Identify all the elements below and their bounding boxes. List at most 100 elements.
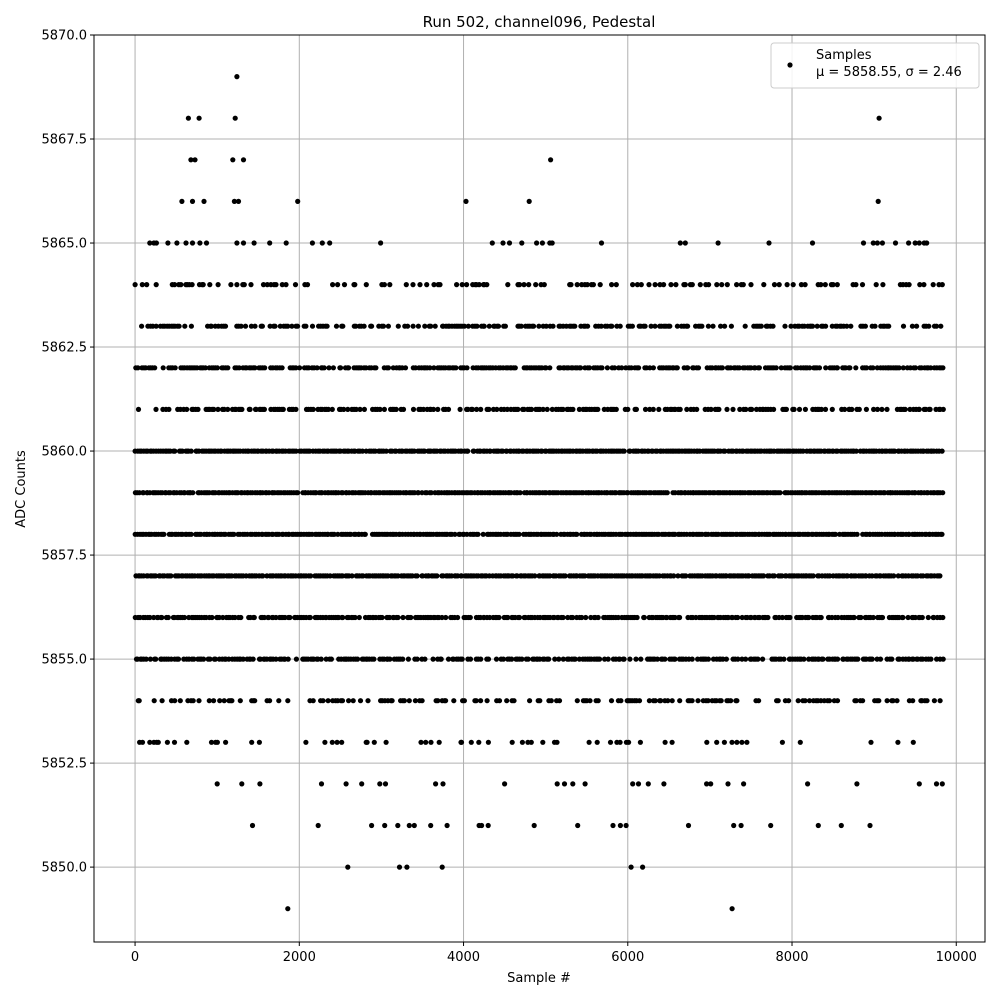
data-point — [928, 656, 934, 662]
data-point — [912, 240, 918, 246]
data-point — [496, 698, 503, 704]
data-point — [225, 406, 231, 412]
data-point — [743, 406, 749, 412]
data-point — [405, 323, 411, 329]
data-point — [333, 323, 340, 329]
data-point — [677, 240, 683, 246]
data-point — [575, 822, 581, 829]
data-point — [359, 781, 365, 787]
data-point — [623, 822, 629, 829]
data-point — [238, 614, 244, 621]
data-point — [550, 323, 556, 329]
data-point — [645, 781, 651, 787]
data-point — [377, 406, 383, 412]
data-point — [672, 614, 678, 621]
data-point — [159, 614, 165, 621]
data-point — [251, 240, 257, 246]
data-point — [231, 531, 237, 537]
data-point — [609, 323, 615, 329]
data-point — [652, 282, 658, 288]
data-point — [902, 406, 908, 412]
data-point — [532, 573, 538, 579]
data-point — [910, 698, 916, 704]
data-point — [307, 614, 313, 621]
data-point — [511, 698, 517, 704]
data-point — [430, 656, 436, 662]
data-point — [543, 365, 549, 371]
data-point — [860, 240, 867, 246]
data-point — [574, 531, 580, 537]
data-point — [570, 406, 576, 412]
data-point — [377, 781, 383, 787]
data-point — [654, 656, 661, 662]
data-point — [699, 323, 705, 329]
data-point — [650, 365, 657, 371]
data-point — [667, 323, 673, 329]
data-point — [229, 698, 235, 704]
data-point — [453, 365, 459, 371]
data-point — [188, 531, 194, 537]
data-point — [876, 115, 882, 121]
data-point — [211, 406, 217, 412]
data-point — [729, 906, 735, 912]
data-point — [719, 282, 725, 288]
data-point — [916, 240, 922, 246]
data-point — [940, 406, 946, 412]
data-point — [335, 531, 341, 537]
data-point — [906, 282, 912, 288]
y-tick-label: 5870.0 — [42, 29, 88, 44]
data-point — [633, 406, 640, 412]
data-point — [385, 323, 391, 329]
data-point — [597, 282, 603, 288]
data-point — [383, 739, 389, 745]
data-point — [295, 198, 301, 204]
data-point — [295, 323, 301, 329]
data-point — [802, 698, 808, 704]
data-point — [939, 781, 945, 787]
data-point — [267, 698, 273, 704]
data-point — [381, 406, 387, 412]
data-point — [714, 739, 720, 745]
data-point — [570, 614, 576, 621]
data-point — [434, 573, 440, 579]
data-point — [276, 698, 282, 704]
data-point — [864, 365, 870, 371]
data-point — [444, 822, 450, 829]
data-point — [914, 323, 920, 329]
data-point — [602, 656, 608, 662]
data-point — [781, 656, 787, 662]
data-point — [428, 323, 434, 329]
data-point — [879, 614, 886, 621]
data-point — [708, 406, 714, 412]
data-point — [202, 365, 208, 371]
data-point — [646, 698, 653, 704]
data-point — [868, 739, 874, 745]
data-point — [437, 282, 443, 288]
data-point — [787, 365, 794, 371]
data-point — [722, 448, 728, 454]
data-point — [689, 698, 695, 704]
data-point — [188, 157, 194, 163]
data-point — [854, 781, 860, 787]
data-point — [867, 822, 873, 829]
data-point — [458, 573, 465, 579]
data-point — [365, 698, 371, 704]
data-point — [870, 614, 876, 621]
data-point — [758, 323, 764, 329]
legend-box — [770, 42, 980, 89]
data-point — [879, 406, 885, 412]
data-point — [761, 282, 767, 288]
data-point — [937, 698, 943, 704]
x-axis-label: Sample # — [507, 971, 571, 986]
data-point — [617, 822, 624, 829]
data-point — [527, 698, 533, 704]
data-point — [621, 656, 627, 662]
data-point — [737, 406, 743, 412]
data-point — [153, 406, 159, 412]
data-point — [735, 614, 741, 621]
data-point — [234, 282, 240, 288]
data-point — [192, 157, 198, 163]
data-point — [579, 614, 585, 621]
data-points — [132, 74, 946, 912]
data-point — [662, 656, 668, 662]
